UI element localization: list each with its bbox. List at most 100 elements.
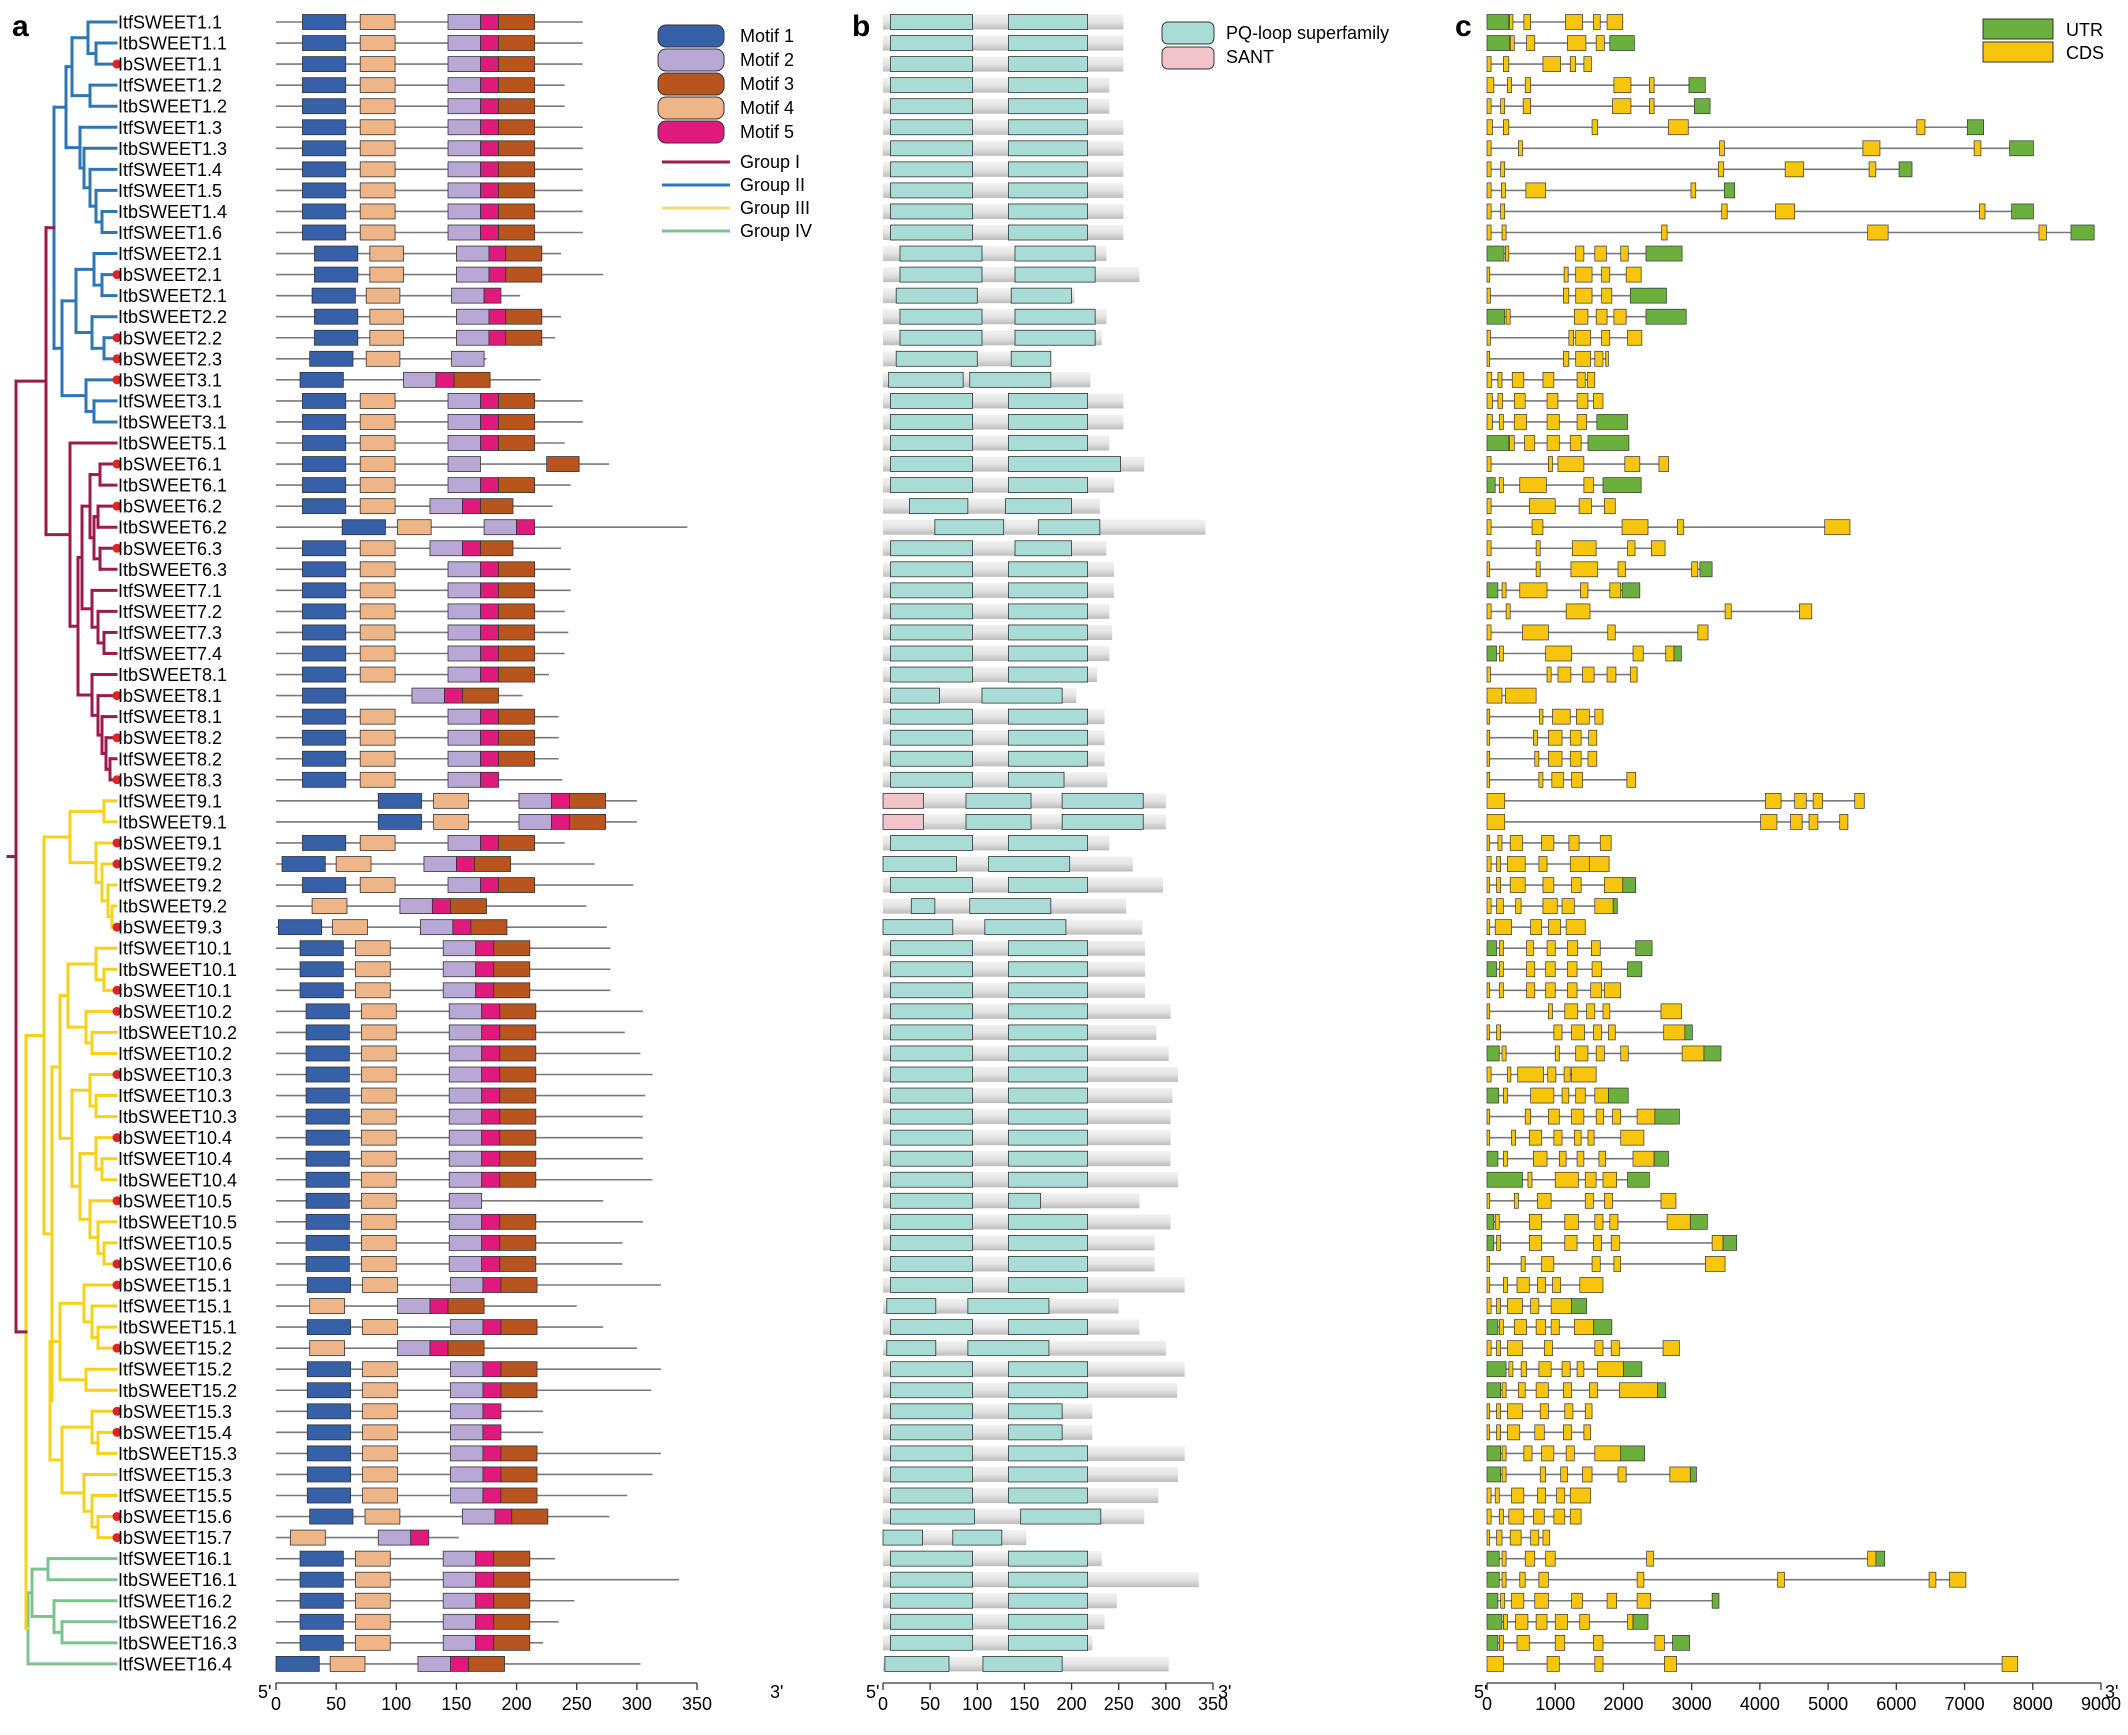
pq-loop-domain [884,1656,950,1672]
domain-legend: PQ-loop superfamily SANT [1161,21,1389,70]
cds-block [1528,1235,1542,1251]
motif-1-block [306,1466,351,1483]
domain-row [882,792,1166,809]
motif-row [276,203,583,220]
cds-block [1576,708,1590,725]
motif-5-block [480,119,499,136]
motif-1-block [306,1445,351,1462]
ipomoea-batatas-marker [112,354,122,364]
utr-block [1486,1150,1499,1167]
gene-label: IbSWEET10.2 [118,1002,232,1022]
cds-block [1928,1571,1937,1588]
cds-block [1571,540,1597,557]
domain-row [883,982,1146,999]
motif-2-block [447,624,481,641]
motif-4-block [359,119,396,136]
domain-row [883,371,1091,388]
cds-block [1509,835,1523,851]
cds-block [1620,1045,1629,1062]
motif-1-block [302,182,347,199]
motif-2-block [450,1361,484,1378]
motif-1-block [302,35,347,51]
pq-loop-domain [1008,161,1089,178]
motif-4-block [359,56,396,72]
gene-structure-row [1486,266,1642,283]
gene-label: ItfSWEET16.2 [118,1591,232,1611]
motif-2-block [456,329,490,346]
motif-row [276,435,565,451]
cds-block [1503,1150,1508,1167]
motif-4-block [361,1256,397,1272]
cds-block [1541,1256,1555,1272]
utr-block [1486,645,1497,662]
utr-block [1673,645,1682,662]
motif-4-block [359,666,396,683]
motif-2-block [442,1592,477,1609]
cds-block [1812,792,1824,809]
gene-structure-row [1486,393,1604,409]
cds-block [1839,814,1849,830]
cds-block [1665,645,1675,662]
motif-4-block [369,308,404,325]
cds-block [1612,1108,1622,1125]
motif-row [276,771,563,788]
motif-4-block [359,771,396,788]
cds-block [1505,245,1510,262]
cds-block [1569,856,1590,872]
gene-label: IbSWEET15.1 [118,1276,232,1296]
motif-row [276,1508,610,1525]
cds-block [1511,372,1525,388]
pq-loop-domain [890,14,973,30]
motif-4-block [354,961,391,978]
cds-block [1573,1129,1582,1146]
motif-1-block [306,1403,351,1420]
pq-loop-domain [1008,1066,1089,1083]
cds-block [1579,1277,1604,1293]
pq-loop-domain [890,1487,973,1504]
motif-5-block [475,1550,495,1567]
gene-structure-row [1486,624,1709,641]
domain-row [883,77,1110,94]
cds-block [1507,1403,1523,1420]
motif-3-block [505,266,543,283]
motif-1-block [305,1192,350,1209]
domain-row [883,561,1114,578]
cds-block [1486,624,1492,641]
motif-row [276,1424,544,1441]
motif-2-block [423,856,457,872]
cds-block [1569,1487,1592,1504]
motif-2-block [447,56,481,72]
utr-block [1684,1024,1693,1041]
motif-3-block [498,666,536,683]
motif-3-label: Motif 3 [740,74,794,94]
cds-block [1668,119,1689,136]
cds-block [1586,1003,1596,1020]
pq-loop-swatch [1161,21,1215,45]
motif-row [276,350,487,367]
motif-4-block [361,1024,397,1041]
cds-block [1508,1508,1525,1525]
motif-3-block [500,1382,538,1399]
motif-4-block [362,1319,398,1335]
motif-4-block [359,182,396,199]
pq-loop-domain [895,350,978,367]
motif-1-block [302,392,347,409]
gene-label: ItfSWEET10.3 [118,1086,232,1106]
gene-structure-row [1486,835,1612,851]
cds-block [1486,1424,1491,1441]
panel-a-5prime: 5' [258,1682,271,1702]
gene-structure-row [1486,35,1636,51]
cds-block [1609,1213,1619,1230]
cds-block [1595,1045,1605,1062]
motif-3-block [499,1150,537,1167]
cds-block [1486,372,1493,388]
motif-row [276,498,553,515]
panel-b-3prime: 3' [1218,1682,1231,1702]
cds-block [1511,1592,1525,1609]
cds-block [1501,1466,1507,1483]
gene-structure-row [1486,666,1638,683]
cds-block [1591,1256,1601,1272]
gene-structure-panel [1486,14,2095,1672]
cds-block [1636,1108,1656,1125]
ipomoea-batatas-marker [112,1280,122,1290]
